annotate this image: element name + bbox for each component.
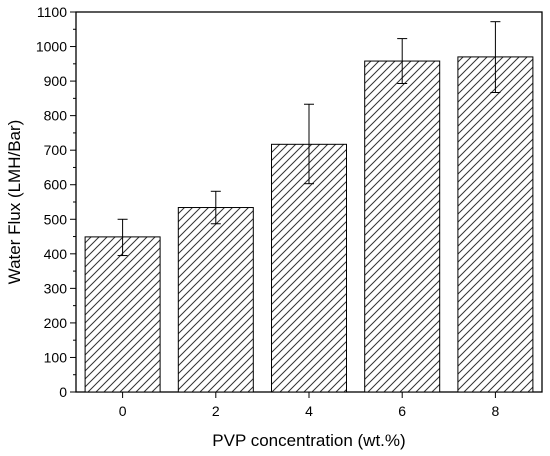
y-tick-label: 1000 — [36, 39, 67, 55]
bar — [177, 207, 254, 393]
y-tick-label: 600 — [44, 177, 68, 193]
x-axis-title: PVP concentration (wt.%) — [212, 431, 405, 450]
y-tick-label: 700 — [44, 142, 68, 158]
x-tick-label: 2 — [212, 403, 220, 419]
bar — [457, 56, 534, 393]
x-tick-label: 4 — [305, 403, 313, 419]
y-axis: 0 100 200 300 400 500 600 700 800 900 1000 1100 — [36, 4, 76, 400]
x-tick-label: 0 — [119, 403, 127, 419]
y-tick-label: 300 — [44, 280, 68, 296]
error-bars-group — [117, 21, 501, 257]
y-tick-label: 400 — [44, 246, 68, 262]
y-tick-label: 800 — [44, 108, 68, 124]
y-tick-label: 0 — [59, 384, 67, 400]
x-tick-label: 6 — [398, 403, 406, 419]
y-axis-title: Water Flux (LMH/Bar) — [5, 120, 24, 285]
bar — [364, 60, 441, 393]
bar — [84, 236, 161, 393]
y-tick-label: 200 — [44, 315, 68, 331]
x-axis: 0 2 4 6 8 — [119, 392, 500, 419]
x-tick-label: 8 — [492, 403, 500, 419]
y-tick-label: 900 — [44, 73, 68, 89]
y-tick-label: 1100 — [37, 4, 67, 20]
y-tick-label: 100 — [44, 349, 68, 365]
y-tick-label: 500 — [44, 211, 68, 227]
